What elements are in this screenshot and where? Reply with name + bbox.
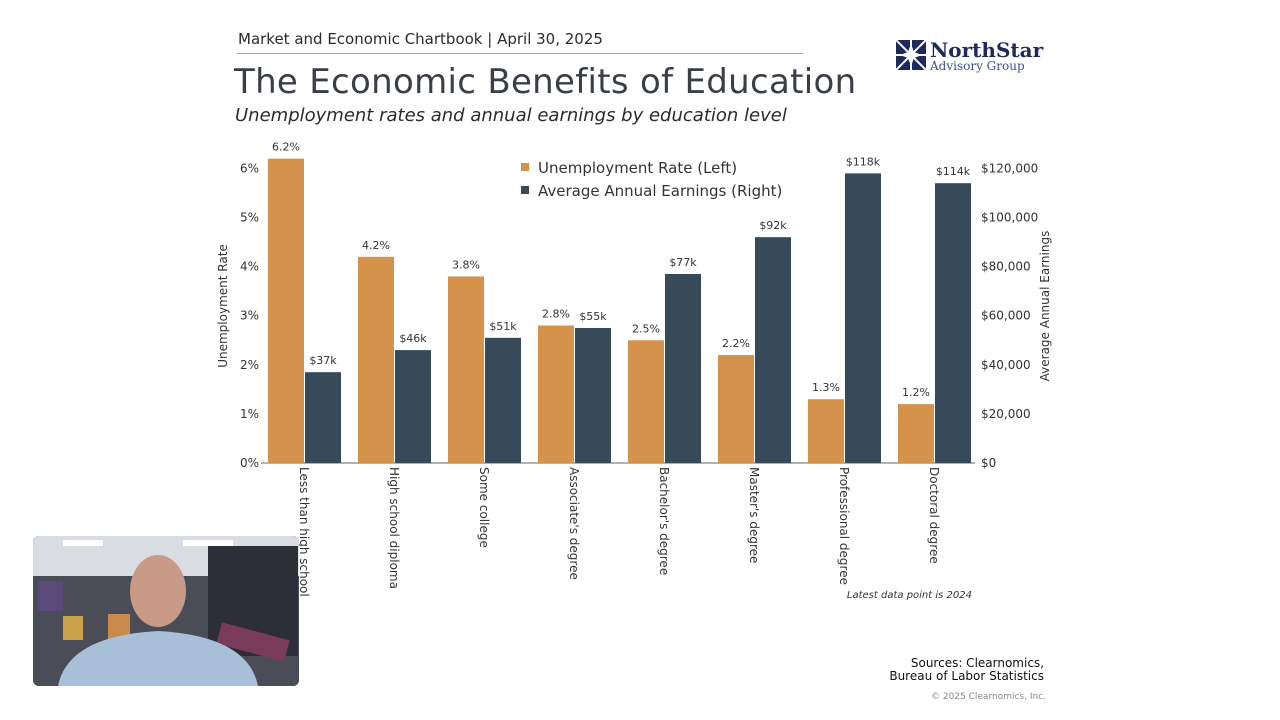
unemployment-data-label: 2.8% — [542, 308, 570, 321]
unemployment-data-label: 1.3% — [812, 381, 840, 394]
presenter-video[interactable] — [33, 536, 299, 686]
earnings-bar — [575, 328, 611, 463]
earnings-bar — [845, 173, 881, 463]
y-right-tick-label: $120,000 — [981, 161, 1038, 175]
earnings-data-label: $77k — [669, 256, 697, 269]
y-right-axis-title: Average Annual Earnings — [1038, 231, 1052, 382]
y-right-tick-label: $60,000 — [981, 309, 1031, 323]
earnings-data-label: $118k — [846, 155, 881, 168]
x-category-label: Bachelor's degree — [657, 467, 671, 575]
x-category-label: Associate's degree — [567, 467, 581, 580]
y-left-tick-label: 4% — [240, 260, 259, 274]
unemployment-data-label: 2.2% — [722, 337, 750, 350]
header-divider — [237, 53, 803, 54]
x-category-label: Some college — [477, 467, 491, 548]
unemployment-data-label: 3.8% — [452, 258, 480, 271]
y-left-tick-label: 2% — [240, 358, 259, 372]
y-left-tick-label: 6% — [240, 161, 259, 175]
logo-tagline: Advisory Group — [930, 59, 1025, 73]
unemployment-data-label: 2.5% — [632, 322, 660, 335]
presenter-image — [33, 536, 299, 686]
y-right-tick-label: $100,000 — [981, 211, 1038, 225]
earnings-data-label: $114k — [936, 165, 971, 178]
unemployment-bar — [538, 325, 574, 463]
unemployment-data-label: 6.2% — [272, 141, 300, 154]
legend-label: Average Annual Earnings (Right) — [538, 182, 782, 200]
x-category-label: Less than high school — [297, 467, 311, 597]
unemployment-bar — [628, 340, 664, 463]
y-right-tick-label: $0 — [981, 456, 996, 470]
x-category-label: Master's degree — [747, 467, 761, 563]
y-right-tick-label: $80,000 — [981, 260, 1031, 274]
y-right-tick-label: $40,000 — [981, 358, 1031, 372]
earnings-data-label: $55k — [579, 310, 607, 323]
northstar-logo: NorthStar Advisory Group — [896, 38, 1046, 78]
legend-swatch — [521, 186, 529, 194]
earnings-bar — [305, 372, 341, 463]
x-category-label: Doctoral degree — [927, 467, 941, 564]
footnote: Latest data point is 2024 — [846, 590, 972, 601]
unemployment-bar — [808, 399, 844, 463]
unemployment-bar — [718, 355, 754, 463]
y-left-axis-title: Unemployment Rate — [216, 244, 230, 368]
sources-line-1: Sources: Clearnomics, — [910, 656, 1044, 670]
logo-name: NorthStar — [930, 38, 1044, 62]
earnings-bar — [755, 237, 791, 463]
earnings-data-label: $37k — [309, 354, 337, 367]
y-right-tick-label: $20,000 — [981, 407, 1031, 421]
earnings-data-label: $92k — [759, 219, 787, 232]
unemployment-bar — [358, 256, 394, 463]
earnings-bar — [665, 274, 701, 463]
unemployment-bar — [268, 158, 304, 464]
page-title: The Economic Benefits of Education — [234, 62, 857, 102]
earnings-data-label: $51k — [489, 320, 517, 333]
y-left-tick-label: 1% — [240, 407, 259, 421]
legend-label: Unemployment Rate (Left) — [538, 159, 737, 177]
y-left-tick-label: 5% — [240, 211, 259, 225]
unemployment-data-label: 1.2% — [902, 386, 930, 399]
earnings-data-label: $46k — [399, 332, 427, 345]
earnings-bar — [395, 350, 431, 463]
earnings-bar — [485, 337, 521, 463]
unemployment-bar — [448, 276, 484, 463]
earnings-bar — [935, 183, 971, 463]
x-category-label: High school diploma — [387, 467, 401, 589]
unemployment-data-label: 4.2% — [362, 239, 390, 252]
sources-line-2: Bureau of Labor Statistics — [889, 669, 1044, 683]
sources-note: Sources: Clearnomics, Bureau of Labor St… — [889, 657, 1044, 683]
x-category-label: Professional degree — [837, 467, 851, 585]
y-left-tick-label: 0% — [240, 456, 259, 470]
unemployment-bar — [898, 404, 934, 463]
legend-swatch — [521, 163, 529, 171]
chartbook-header: Market and Economic Chartbook | April 30… — [238, 30, 603, 48]
page-subtitle: Unemployment rates and annual earnings b… — [235, 105, 787, 126]
copyright: © 2025 Clearnomics, Inc. — [930, 692, 1046, 702]
y-left-tick-label: 3% — [240, 309, 259, 323]
star-icon — [896, 40, 926, 70]
